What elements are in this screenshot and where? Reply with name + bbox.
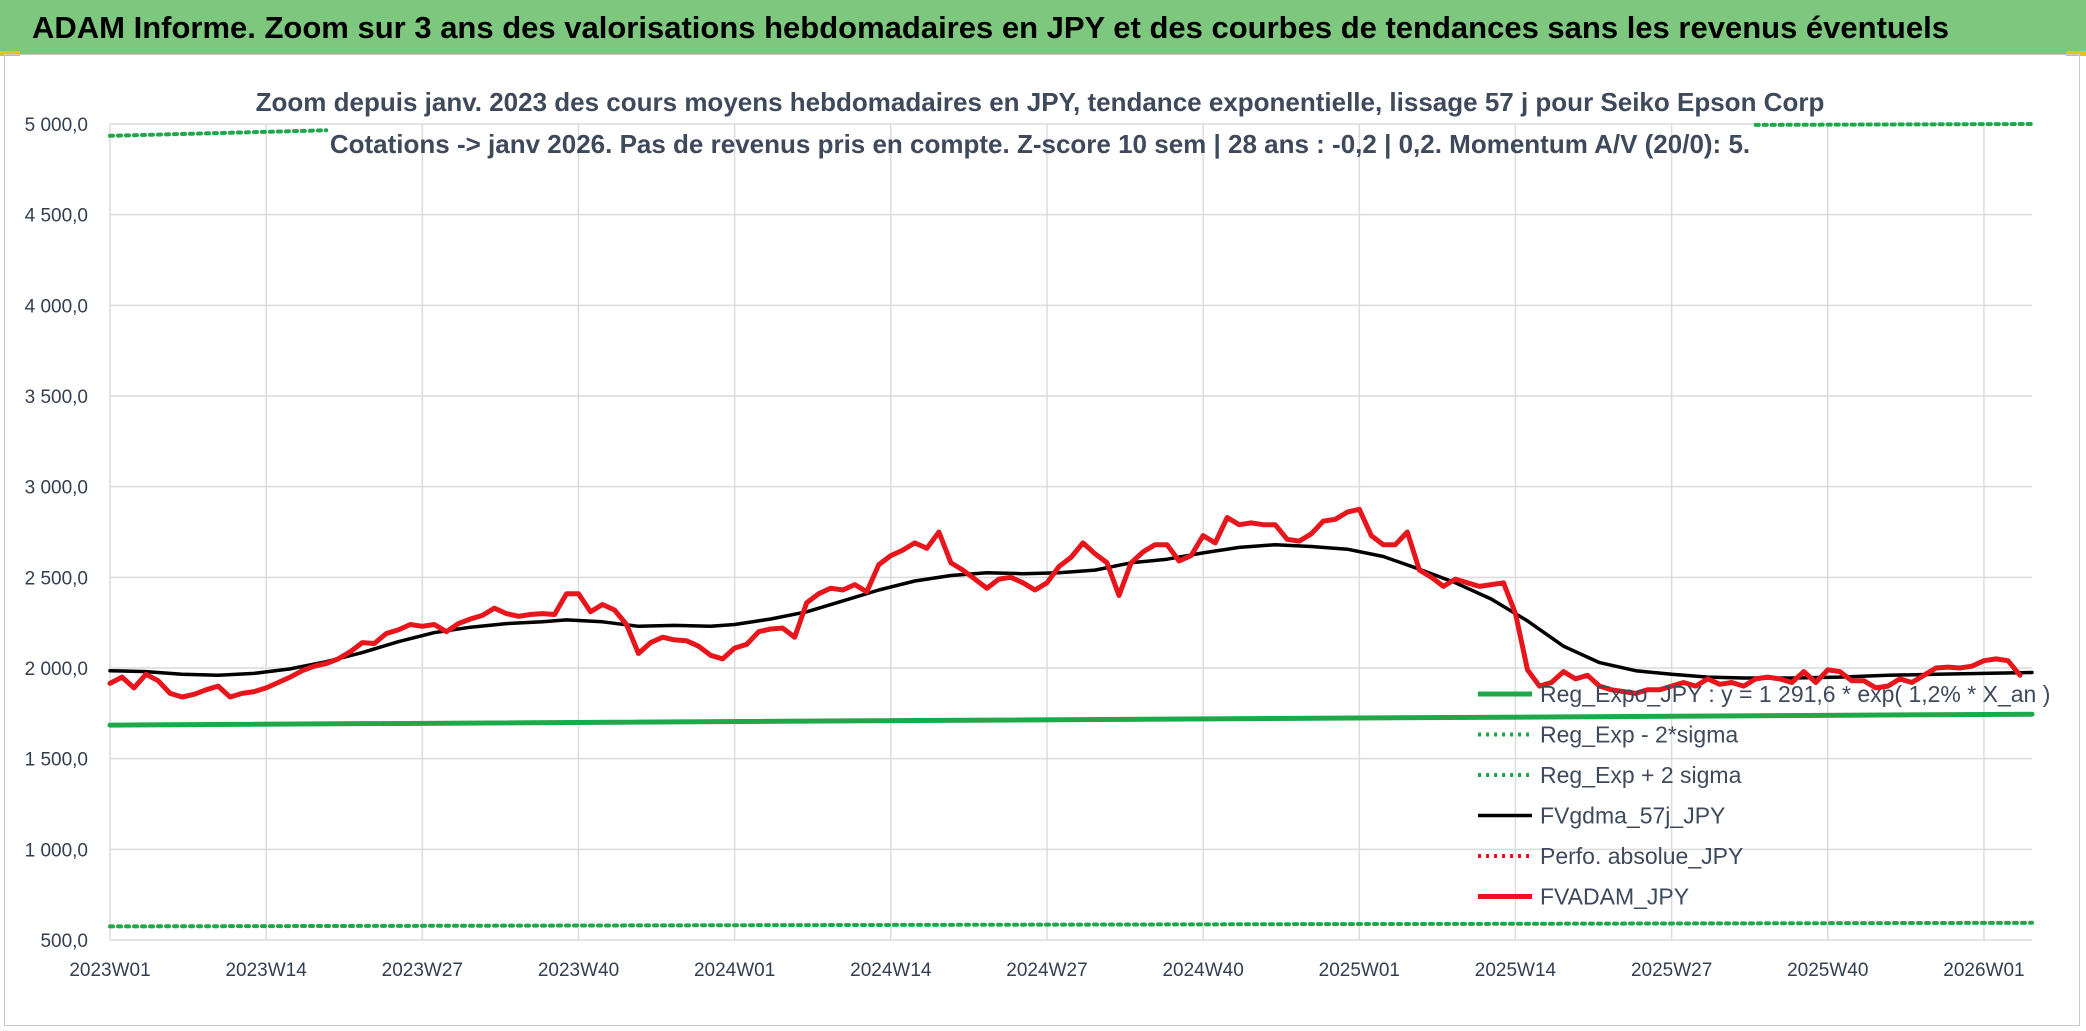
y-tick-label: 4 500,0 (25, 206, 88, 227)
x-tick-label: 2025W01 (1319, 960, 1400, 981)
banner-corner-accent-left (0, 51, 20, 56)
y-tick-label: 2 000,0 (25, 659, 88, 680)
x-tick-label: 2023W01 (69, 960, 150, 981)
regression-line (107, 711, 2035, 728)
x-tick-label: 2024W27 (1006, 960, 1087, 981)
legend-label: Reg_Expo_JPY : y = 1 291,6 * exp( 1,2% *… (1540, 681, 2050, 707)
legend-label: FVgdma_57j_JPY (1540, 803, 1725, 829)
x-tick-label: 2026W01 (1943, 960, 2024, 981)
moving-average-line (108, 542, 2034, 680)
chart-grid (109, 123, 2032, 941)
legend-label: FVADAM_JPY (1540, 884, 1689, 910)
x-tick-label: 2024W40 (1162, 960, 1243, 981)
chart-legend: Reg_Expo_JPY : y = 1 291,6 * exp( 1,2% *… (1478, 681, 2050, 910)
lower-sigma-band (108, 920, 2034, 929)
y-tick-label: 1 500,0 (25, 750, 88, 771)
chart-title: Zoom depuis janv. 2023 des cours moyens … (256, 87, 1825, 117)
x-tick-label: 2025W27 (1631, 960, 1712, 981)
x-tick-label: 2023W40 (538, 960, 619, 981)
banner-corner-accent-right (2066, 51, 2086, 56)
y-tick-label: 1 000,0 (25, 840, 88, 861)
y-axis-ticks: 500,0 1 000,0 1 500,0 2 000,0 2 500,0 3 000,0… (25, 115, 88, 952)
y-tick-label: 2 500,0 (25, 568, 88, 589)
y-tick-label: 3 000,0 (25, 478, 88, 499)
fvadam-line (107, 506, 2023, 700)
chart-frame (4, 54, 2080, 1026)
y-tick-label: 4 000,0 (25, 296, 88, 317)
y-tick-label: 5 000,0 (25, 115, 88, 136)
x-tick-label: 2025W40 (1787, 960, 1868, 981)
x-tick-label: 2023W14 (225, 960, 307, 981)
y-tick-label: 3 500,0 (25, 387, 88, 408)
legend-label: Reg_Exp + 2 sigma (1540, 762, 1742, 788)
chart-subtitle: Cotations -> janv 2026. Pas de revenus p… (330, 129, 1750, 159)
legend-label: Perfo. absolue_JPY (1540, 843, 1743, 869)
chart-series (107, 122, 2035, 929)
title-banner: ADAM Informe. Zoom sur 3 ans des valoris… (0, 0, 2086, 54)
legend-label: Reg_Exp - 2*sigma (1540, 722, 1738, 748)
x-tick-label: 2025W14 (1475, 960, 1557, 981)
x-tick-label: 2024W01 (694, 960, 775, 981)
upper-sigma-band (1753, 122, 2034, 127)
report-title: ADAM Informe. Zoom sur 3 ans des valoris… (32, 10, 1949, 45)
upper-sigma-band (108, 128, 329, 138)
x-tick-label: 2023W27 (382, 960, 463, 981)
y-tick-label: 500,0 (40, 931, 88, 952)
x-tick-label: 2024W14 (850, 960, 932, 981)
x-axis-ticks: 2023W01 2023W14 2023W27 2023W40 2024W01 2024W… (69, 960, 2024, 981)
